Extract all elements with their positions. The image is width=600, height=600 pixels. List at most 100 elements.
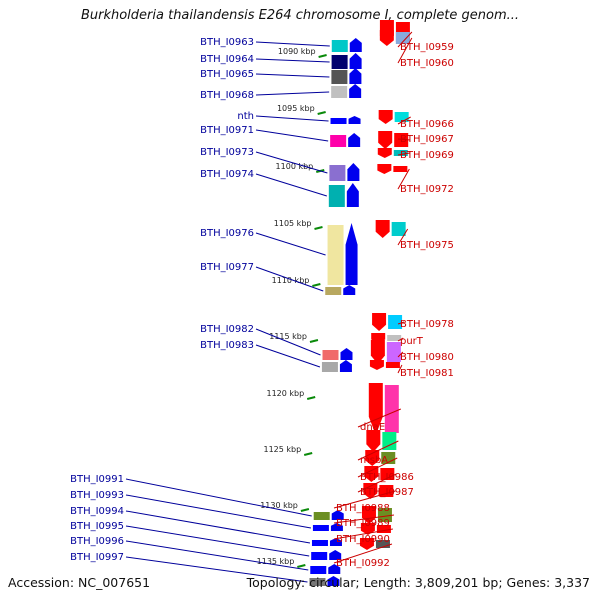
gene-arrow-BTH_I0978 [372, 313, 387, 331]
gene-label-BTH_I0972: BTH_I0972 [400, 184, 454, 195]
gene-block-BTH_I0967 [394, 133, 409, 147]
position-ticks: 1090 kbp 1095 kbp 1100 kbp 1105 kbp 1110 kbp… [257, 47, 327, 568]
gene-block-BTH_I0973 [329, 165, 346, 181]
gene-label-BTH_I0991: BTH_I0991 [70, 474, 124, 485]
leader-BTH_I0973 [255, 151, 328, 174]
tick-mark [297, 564, 306, 568]
leader-BTH_I0988 [333, 490, 396, 509]
gene-label-BTH_I0966: BTH_I0966 [400, 119, 454, 130]
gene-block-BTH_I0974 [328, 185, 345, 207]
gene-arrow-BTH_I0964 [349, 53, 362, 69]
tick-label: 1115 kbp [269, 332, 307, 341]
gene-label-BTH_I0989: BTH_I0989 [336, 518, 390, 529]
gene-arrow-BTH_I0966 [378, 110, 393, 124]
leader-nth [255, 115, 329, 122]
gene-label-BTH_I0990: BTH_I0990 [336, 534, 390, 545]
gene-label-BTH_I0973: BTH_I0973 [200, 147, 254, 158]
gene-label-BTH_I0983: BTH_I0983 [200, 340, 254, 351]
gene-block-BTH_I0997 [309, 578, 326, 586]
leader-BTH_I0994 [125, 510, 311, 544]
gene-arrow-BTH_I0990 [360, 523, 375, 535]
accession-text: Accession: NC_007651 [8, 575, 151, 590]
gene-block-BTH_I0971 [330, 135, 347, 147]
gene-arrow-BTH_I0968 [349, 84, 362, 98]
gene-label-BTH_I0960: BTH_I0960 [400, 58, 454, 69]
gene-arrow-BTH_I0987 [364, 466, 379, 482]
gene-label-BTH_I0977: BTH_I0977 [200, 262, 254, 273]
gene-block-BTH_I0975 [391, 222, 406, 236]
gene-block-BTH_I0989 [377, 508, 392, 522]
gene-label-BTH_I0971: BTH_I0971 [200, 125, 254, 136]
tick-mark [317, 111, 326, 115]
gene-arrow-BTH_I0995 [329, 550, 342, 560]
gene-label-BTH_I0980: BTH_I0980 [400, 352, 454, 363]
gene-arrow-BTH_I0972 [377, 164, 392, 174]
gene-arrow-BTH_I0965 [349, 68, 362, 84]
gene-arrow-BTH_I0992 [359, 538, 374, 550]
tick-label: 1110 kbp [272, 276, 310, 285]
leader-BTH_I0980 [397, 351, 404, 358]
gene-arrow-BTH_I0986 [365, 450, 380, 466]
leader-BTH_I0992 [333, 543, 393, 564]
gene-label-nth: nth [237, 111, 254, 122]
tick-mark [306, 396, 316, 400]
gene-block-BTH_I0978 [388, 315, 403, 329]
map-title: Burkholderia thailandensis E264 chromoso… [80, 8, 520, 23]
gene-arrow-BTH_I0980 [370, 340, 385, 364]
gene-block-BTH_I0993 [312, 525, 329, 531]
gene-block-BTH_I0963 [331, 40, 348, 52]
tick-mark [312, 283, 321, 287]
gene-block-BTH_I0981 [385, 362, 400, 368]
gene-arrow-BTH_I0989 [361, 506, 376, 524]
tick-mark [314, 226, 323, 230]
topology-text: Topology: circular; Length: 3,809,201 bp… [246, 575, 590, 590]
leader-BTH_I0965 [255, 73, 330, 78]
leader-BTH_I0959 [397, 31, 413, 48]
gene-label-BTH_I0988: BTH_I0988 [336, 503, 390, 514]
leader-BTH_I0964 [255, 58, 330, 63]
leader-BTH_I0972 [397, 168, 410, 190]
leader-BTH_I0991 [125, 478, 312, 517]
leader-BTH_I0986 [357, 457, 398, 478]
gene-block-BTH_I0976 [327, 225, 344, 285]
tick-label: 1090 kbp [278, 47, 316, 56]
gene-label-BTH_I0994: BTH_I0994 [70, 506, 124, 517]
gene-label-BTH_I0976: BTH_I0976 [200, 228, 254, 239]
gene-label-BTH_I0965: BTH_I0965 [200, 69, 254, 80]
leader-BTH_I0969 [397, 152, 410, 156]
gene-arrow-BTH_I0963 [349, 38, 362, 52]
gene-label-BTH_I0993: BTH_I0993 [70, 490, 124, 501]
gene-block-BTH_I0964 [331, 55, 348, 69]
tick-mark [303, 452, 313, 456]
gene-label-BTH_I0986: BTH_I0986 [360, 472, 414, 483]
gene-block-nth [330, 118, 347, 124]
leader-BTH_I0982 [255, 328, 321, 356]
gene-block-purT [387, 335, 402, 341]
gene-block-BTH_I0965 [331, 70, 348, 84]
gene-block-BTH_I0983 [321, 362, 338, 372]
gene-block-BTH_I0977 [325, 287, 342, 295]
gene-block-BTH_I0995 [311, 552, 328, 560]
gene-block-BTH_I0994 [311, 540, 328, 546]
gene-label-BTH_I0963: BTH_I0963 [200, 37, 254, 48]
leader-BTH_I0983 [255, 344, 321, 368]
leader-msbA [357, 440, 399, 461]
gene-block-BTH_I0990 [376, 525, 391, 533]
tick-mark [300, 508, 310, 512]
gene-arrow-BTH_I0973 [347, 163, 360, 181]
gene-label-BTH_I0997: BTH_I0997 [70, 552, 124, 563]
gene-arrow-BTH_I0993 [330, 523, 343, 531]
gene-block-BTH_I0991 [313, 512, 330, 520]
gene-arrow-msbA [366, 430, 381, 452]
gene-arrow-BTH_I0983 [339, 360, 352, 372]
gene-label-BTH_I0964: BTH_I0964 [200, 54, 254, 65]
leader-BTH_I0989 [333, 514, 395, 524]
gene-block-BTH_I0972 [393, 166, 408, 172]
gene-label-BTH_I0978: BTH_I0978 [400, 319, 454, 330]
gene-label-BTH_I0975: BTH_I0975 [400, 240, 454, 251]
gene-arrow-BTH_I0960 [379, 30, 394, 46]
gene-arrow-nth [348, 116, 361, 124]
leader-BTH_I0967 [397, 138, 411, 141]
gene-label-BTH_I0968: BTH_I0968 [200, 90, 254, 101]
tick-label: 1105 kbp [274, 219, 312, 228]
